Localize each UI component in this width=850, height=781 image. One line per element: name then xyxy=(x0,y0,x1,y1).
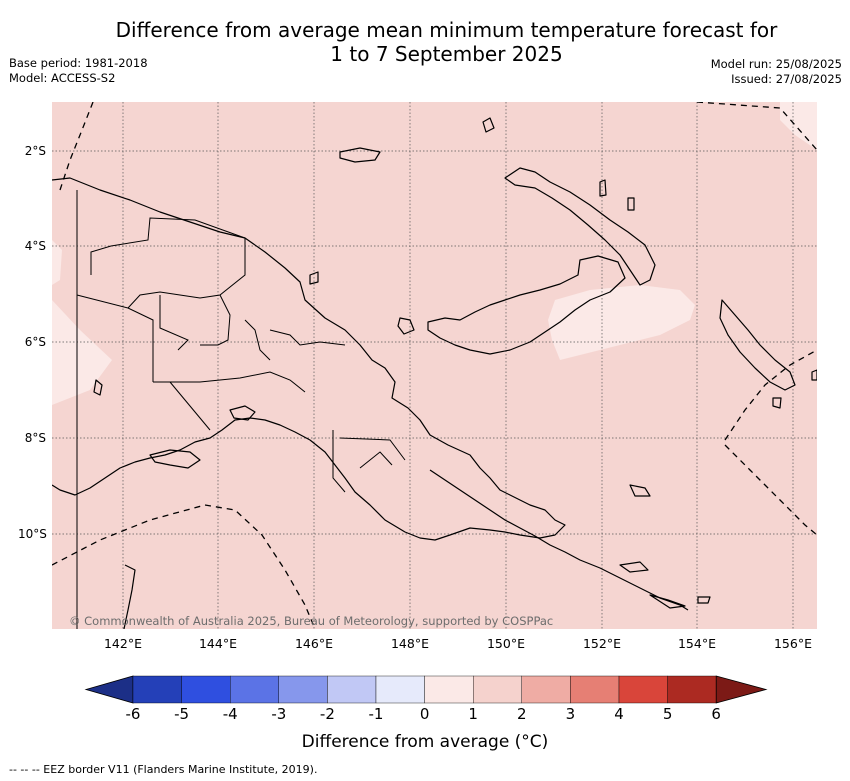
colorbar-tick-label: 4 xyxy=(614,705,624,723)
title-line-2: 1 to 7 September 2025 xyxy=(330,42,563,66)
colorbar-bin xyxy=(375,675,425,704)
model-run: Model run: 25/08/2025 xyxy=(710,57,842,71)
base-period: Base period: 1981-2018 xyxy=(9,56,148,70)
provincial-borders xyxy=(76,190,406,629)
colorbar-bin xyxy=(667,675,717,704)
lat-label-2s: 2°S xyxy=(24,144,46,158)
colorbar-tick-label: -3 xyxy=(271,705,287,723)
colorbar-bin xyxy=(278,675,328,704)
lon-label-150e: 150°E xyxy=(486,636,525,651)
colorbar-bin xyxy=(132,675,182,704)
model-name: Model: ACCESS-S2 xyxy=(9,71,116,85)
colorbar-bin xyxy=(181,675,231,704)
lon-label-156e: 156°E xyxy=(773,636,812,651)
lon-label-146e: 146°E xyxy=(294,636,333,651)
map-title: Difference from average mean minimum tem… xyxy=(0,18,850,66)
meta-left: Base period: 1981-2018 Model: ACCESS-S2 xyxy=(9,56,148,86)
colorbar xyxy=(84,675,768,704)
colorbar-tick-label: 5 xyxy=(662,705,673,723)
anomaly-patch-west xyxy=(52,300,112,405)
colorbar-tick-label: -5 xyxy=(174,705,190,723)
colorbar-bin xyxy=(473,675,523,704)
colorbar-tick-label: -6 xyxy=(125,705,141,723)
lon-label-154e: 154°E xyxy=(677,636,716,651)
colorbar-tick-label: -4 xyxy=(222,705,238,723)
colorbar-title: Difference from average (°C) xyxy=(301,732,549,752)
colorbar-bin xyxy=(521,675,571,704)
colorbar-bin xyxy=(229,675,279,704)
copyright-notice: © Commonwealth of Australia 2025, Bureau… xyxy=(69,614,554,628)
colorbar-tick-label: 3 xyxy=(565,705,576,723)
issued-date: Issued: 27/08/2025 xyxy=(731,72,842,86)
lon-label-152e: 152°E xyxy=(582,636,621,651)
colorbar-tick-label: 1 xyxy=(468,705,478,723)
colorbar-bin xyxy=(327,675,377,704)
lon-label-144e: 144°E xyxy=(198,636,237,651)
eez-borders xyxy=(52,102,817,629)
colorbar-tick-label: 6 xyxy=(711,705,721,723)
lon-label-142e: 142°E xyxy=(103,636,142,651)
lat-label-4s: 4°S xyxy=(24,239,46,253)
anomaly-field xyxy=(52,102,817,629)
colorbar-bin xyxy=(424,675,474,704)
eez-note: -- -- -- EEZ border V11 (Flanders Marine… xyxy=(9,763,318,776)
colorbar-tick-label: -2 xyxy=(319,705,335,723)
lat-label-8s: 8°S xyxy=(24,431,46,445)
title-line-1: Difference from average mean minimum tem… xyxy=(115,18,778,42)
colorbar-extend-low xyxy=(84,675,134,704)
anomaly-patch-west-small xyxy=(52,240,62,285)
lat-label-6s: 6°S xyxy=(24,335,46,349)
meta-right: Model run: 25/08/2025 Issued: 27/08/2025 xyxy=(711,57,842,87)
lat-label-10s: 10°S xyxy=(18,527,47,541)
lon-label-148e: 148°E xyxy=(390,636,429,651)
colorbar-tick-label: 2 xyxy=(517,705,527,723)
map-panel xyxy=(52,102,817,629)
colorbar-tick-label: -1 xyxy=(368,705,384,723)
colorbar-bin xyxy=(570,675,620,704)
colorbar-bin xyxy=(618,675,668,704)
colorbar-tick-label: 0 xyxy=(419,705,430,723)
anomaly-patch-northeast xyxy=(780,102,817,150)
colorbar-extend-high xyxy=(715,675,768,704)
coastlines xyxy=(52,117,817,629)
